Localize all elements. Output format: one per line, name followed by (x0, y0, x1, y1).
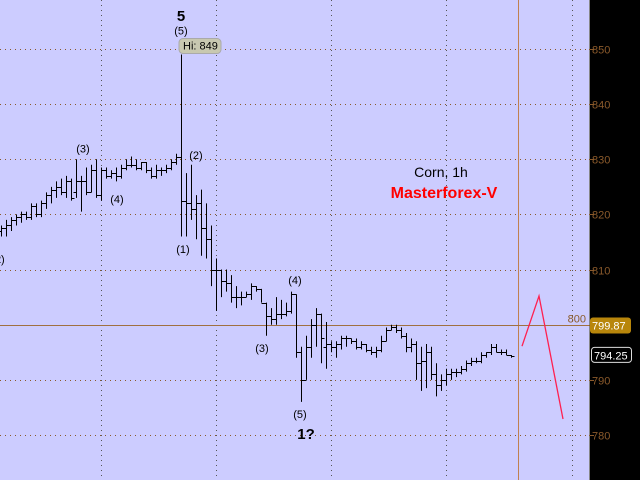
chart-title: Corn, 1h (414, 164, 468, 180)
plot-area (0, 0, 589, 480)
y-tick-label: 800 (568, 314, 586, 326)
tooltip-text: Hi: 849 (183, 41, 218, 53)
ohlc-bar (318, 313, 325, 364)
wave-label: (2) (189, 150, 202, 162)
ohlc-bar (68, 178, 75, 201)
y-tick-label: 790 (592, 376, 610, 388)
y-tick-label: 830 (592, 155, 610, 167)
ohlc-bars (0, 54, 515, 402)
wave-label: (2) (0, 254, 5, 266)
chart-subtitle: Masterforex-V (390, 185, 498, 202)
last-price-tag (591, 346, 632, 363)
last-price-tag-text: 794.25 (594, 350, 628, 362)
price-axis-panel (589, 0, 640, 480)
wave-label: (3) (255, 343, 268, 355)
wave-label: (4) (110, 194, 123, 206)
price-level-tag-text: 799.87 (592, 321, 626, 333)
wave-label: 5 (177, 8, 185, 25)
price-level-tag (590, 317, 631, 334)
y-tick-label: 820 (592, 210, 610, 222)
wave-label: (5) (174, 25, 187, 37)
ohlc-bar (508, 355, 515, 358)
wave-label: (1) (176, 244, 189, 256)
wave-label: (5) (293, 409, 306, 421)
forecast-line (521, 293, 564, 420)
y-tick-label: 780 (592, 431, 610, 443)
wave-label: (4) (288, 275, 301, 287)
wave-label: (3) (76, 143, 89, 155)
wave-label: 1? (297, 426, 315, 443)
tooltip-box (178, 38, 222, 55)
y-tick-label: 810 (592, 266, 610, 278)
y-tick-label: 850 (592, 45, 610, 57)
y-tick-label: 840 (592, 100, 610, 112)
